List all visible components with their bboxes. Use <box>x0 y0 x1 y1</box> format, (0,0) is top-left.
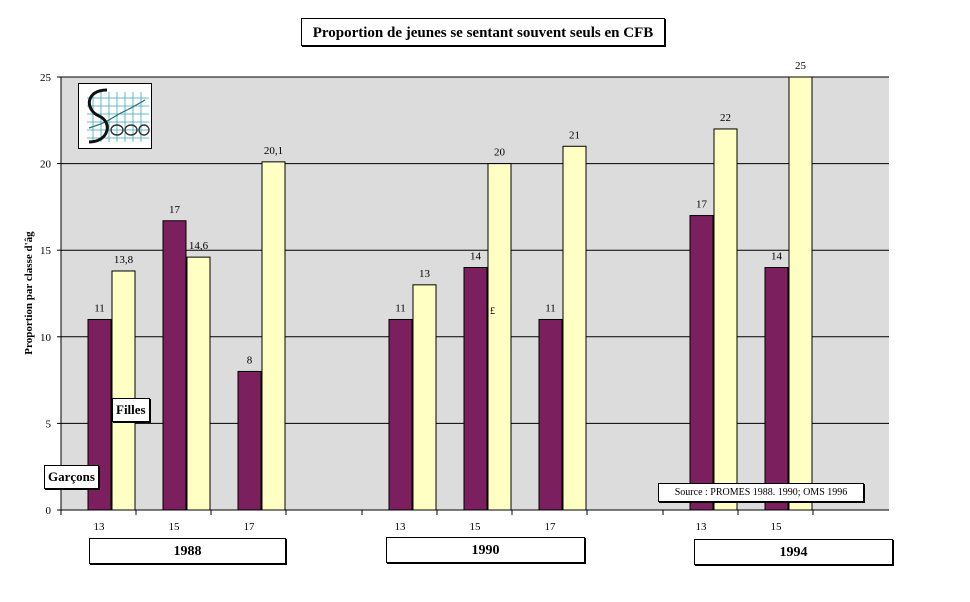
bar-filles <box>186 256 211 511</box>
y-tick-label: 25 <box>40 72 52 84</box>
data-label-filles: 14,6 <box>189 240 209 252</box>
x-tick-label: 17 <box>244 521 256 533</box>
stray-mark: £ <box>490 306 495 317</box>
bar-filles <box>412 284 437 511</box>
data-label-garcons: 14 <box>771 251 783 263</box>
y-tick-label: 10 <box>40 332 52 344</box>
y-tick-label: 15 <box>40 245 52 257</box>
data-label-filles: 25 <box>795 60 807 72</box>
year-label-1988: 1988 <box>89 538 286 564</box>
bar-filles <box>111 270 136 511</box>
data-label-garcons: 8 <box>247 354 253 366</box>
x-tick-label: 15 <box>771 521 783 533</box>
y-axis-label: Proportion par classe d'âg <box>23 231 35 355</box>
bar-garcons <box>87 318 112 511</box>
data-label-filles: 20 <box>494 147 506 159</box>
data-label-filles: 13 <box>419 268 431 280</box>
seco-logo <box>78 83 152 149</box>
data-label-garcons: 11 <box>545 302 556 314</box>
chart-title: Proportion de jeunes se sentant souvent … <box>301 18 665 46</box>
data-label-filles: 13,8 <box>114 254 134 266</box>
data-label-garcons: 14 <box>470 251 482 263</box>
x-tick-label: 13 <box>395 521 407 533</box>
bar-garcons <box>463 267 488 511</box>
x-tick-label: 17 <box>545 521 557 533</box>
data-label-filles: 20,1 <box>264 145 283 157</box>
year-label-1994: 1994 <box>694 539 893 565</box>
bar-filles <box>713 128 738 511</box>
bar-garcons <box>538 318 563 511</box>
bar-garcons <box>388 318 413 511</box>
x-tick-label: 15 <box>470 521 482 533</box>
legend-garcons: Garçons <box>44 465 99 489</box>
legend-filles: Filles <box>112 398 150 422</box>
x-tick-label: 13 <box>94 521 106 533</box>
bar-garcons <box>162 220 187 511</box>
data-label-garcons: 17 <box>696 199 708 211</box>
year-label-1990: 1990 <box>386 537 585 563</box>
data-label-garcons: 11 <box>94 302 105 314</box>
bar-garcons <box>764 267 789 511</box>
bar-filles <box>788 76 813 511</box>
bar-filles <box>261 161 286 511</box>
data-label-garcons: 17 <box>169 204 181 216</box>
x-tick-label: 15 <box>169 521 181 533</box>
y-tick-label: 20 <box>40 159 52 171</box>
bar-garcons <box>237 370 262 511</box>
bar-filles <box>487 163 512 511</box>
data-label-filles: 21 <box>569 129 580 141</box>
data-label-garcons: 11 <box>395 302 406 314</box>
bar-filles <box>562 145 587 511</box>
y-tick-label: 5 <box>46 418 52 430</box>
source-note: Source : PROMES 1988. 1990; OMS 1996 <box>658 483 864 502</box>
data-label-filles: 22 <box>720 112 731 124</box>
bar-garcons <box>689 215 714 511</box>
x-tick-label: 13 <box>696 521 708 533</box>
y-tick-label: 0 <box>46 505 52 517</box>
